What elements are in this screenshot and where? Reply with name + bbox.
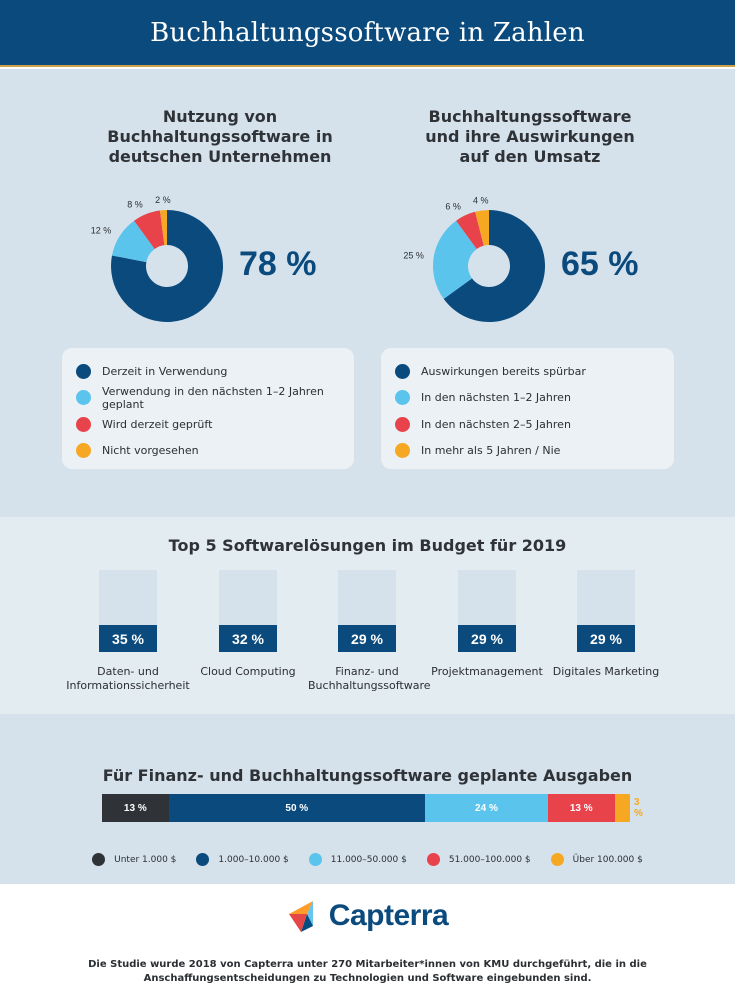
legend-label: Nicht vorgesehen xyxy=(102,444,199,458)
orange-dot-icon xyxy=(76,443,91,459)
usage-legend-item: Nicht vorgesehen xyxy=(62,438,354,465)
spending-segment: 13 % xyxy=(102,794,169,822)
usage-slice-2 xyxy=(134,210,165,250)
budget-box: 29 % xyxy=(577,570,635,652)
budget-label: Projektmanagement xyxy=(431,665,543,678)
budget-item: 32 % Cloud Computing xyxy=(178,570,318,679)
impact-slice-label-1: 25 % xyxy=(403,251,424,261)
usage-chart-title: Nutzung von Buchhaltungssoftware in deut… xyxy=(107,107,333,166)
spending-stacked-bar: 13 % 50 % 24 % 13 % 3 % xyxy=(102,794,643,822)
budget-title: Top 5 Softwarelösungen im Budget für 201… xyxy=(168,536,567,555)
budget-item: 29 % Projektmanagement xyxy=(417,570,557,679)
budget-label: Digitales Marketing xyxy=(552,665,660,678)
orange-dot-icon xyxy=(395,443,410,459)
red-dot-icon xyxy=(76,416,91,432)
budget-item: 29 % Finanz- und Buchhaltungssoftware xyxy=(297,570,437,693)
red-dot-icon xyxy=(395,416,410,432)
usage-slice-label-2: 8 % xyxy=(127,200,143,210)
impact-legend-item: In den nächsten 2–5 Jahren xyxy=(381,411,674,438)
light-blue-dot-icon xyxy=(395,390,410,406)
impact-slice-2 xyxy=(456,211,484,250)
budget-item: 35 % Daten- und Informationssicherheit xyxy=(58,570,198,693)
usage-donut-chart: 12 % 8 % 2 % xyxy=(91,195,223,322)
usage-slice-3 xyxy=(159,210,167,246)
budget-label: Daten- und Informationssicherheit xyxy=(66,665,190,692)
legend-label: In den nächsten 1–2 Jahren xyxy=(421,391,571,405)
impact-slice-3 xyxy=(475,210,489,246)
impact-legend-item: Auswirkungen bereits spürbar xyxy=(381,358,674,385)
budget-value: 32 % xyxy=(219,625,277,652)
usage-slice-1 xyxy=(111,220,155,263)
logo-text: Capterra xyxy=(328,899,449,932)
spending-title: Für Finanz- und Buchhaltungssoftware gep… xyxy=(102,766,633,785)
spending-segment-label: 3 % xyxy=(633,797,643,819)
spending-segment: 13 % xyxy=(547,794,615,822)
impact-chart-title: Buchhaltungssoftware und ihre Auswirkung… xyxy=(425,107,635,166)
impact-slice-label-2: 6 % xyxy=(445,201,461,211)
legend-dot-icon xyxy=(196,853,210,866)
impact-slice-label-3: 4 % xyxy=(473,196,489,206)
spending-legend-item: Über 100.000 $ xyxy=(550,853,643,866)
budget-box: 32 % xyxy=(219,570,277,652)
usage-legend-item: Wird derzeit geprüft xyxy=(62,411,354,438)
legend-label: 11.000–50.000 $ xyxy=(330,854,407,865)
usage-slice-label-1: 12 % xyxy=(91,226,112,236)
budget-value: 29 % xyxy=(338,625,396,652)
spending-legend-item: 1.000–10.000 $ xyxy=(196,853,289,866)
spending-segment: 24 % xyxy=(424,794,548,822)
capterra-logo-icon xyxy=(288,901,313,932)
legend-dot-icon xyxy=(308,853,322,866)
spending-segment: 50 % xyxy=(168,794,425,822)
budget-box: 29 % xyxy=(458,570,516,652)
budget-value: 29 % xyxy=(458,625,516,652)
light-blue-dot-icon xyxy=(76,390,91,406)
budget-label: Finanz- und Buchhaltungssoftware xyxy=(308,665,431,692)
legend-label: In den nächsten 2–5 Jahren xyxy=(421,417,571,431)
budget-item: 29 % Digitales Marketing xyxy=(536,570,676,679)
legend-label: 1.000–10.000 $ xyxy=(218,854,289,865)
page-header: Buchhaltungssoftware in Zahlen xyxy=(0,0,735,67)
study-note: Die Studie wurde 2018 von Capterra unter… xyxy=(88,959,647,984)
budget-box: 29 % xyxy=(338,570,396,652)
footer-section xyxy=(0,884,735,1000)
legend-label: 51.000–100.000 $ xyxy=(448,854,531,865)
usage-slice-0 xyxy=(111,210,223,322)
budget-value: 29 % xyxy=(577,625,635,652)
spending-legend-item: 11.000–50.000 $ xyxy=(308,853,407,866)
usage-legend-item: Derzeit in Verwendung xyxy=(62,358,354,385)
legend-label: Auswirkungen bereits spürbar xyxy=(421,364,586,378)
spending-segment: 3 % xyxy=(614,794,643,822)
impact-slice-1 xyxy=(433,220,477,299)
budget-box: 35 % xyxy=(99,570,157,652)
impact-big-value: 65 % xyxy=(561,245,639,283)
spending-legend-item: Unter 1.000 $ xyxy=(92,853,176,866)
usage-legend: Derzeit in Verwendung Verwendung in den … xyxy=(62,348,354,469)
legend-dot-icon xyxy=(426,853,440,866)
spending-legend: Unter 1.000 $ 1.000–10.000 $ 11.000–50.000… xyxy=(0,853,735,866)
navy-dot-icon xyxy=(395,363,410,379)
legend-dot-icon xyxy=(550,853,564,866)
page-title: Buchhaltungssoftware in Zahlen xyxy=(150,17,585,48)
usage-legend-item: Verwendung in den nächsten 1–2 Jahren ge… xyxy=(62,385,354,412)
impact-legend: Auswirkungen bereits spürbar In den näch… xyxy=(381,348,674,469)
spending-legend-item: 51.000–100.000 $ xyxy=(426,853,531,866)
impact-legend-item: In den nächsten 1–2 Jahren xyxy=(381,385,674,412)
impact-legend-item: In mehr als 5 Jahren / Nie xyxy=(381,438,674,465)
budget-label: Cloud Computing xyxy=(200,665,296,678)
legend-label: In mehr als 5 Jahren / Nie xyxy=(421,444,561,458)
legend-label: Über 100.000 $ xyxy=(572,854,643,865)
legend-label: Verwendung in den nächsten 1–2 Jahren ge… xyxy=(102,384,324,411)
impact-slice-0 xyxy=(443,210,545,322)
usage-slice-label-3: 2 % xyxy=(155,195,171,205)
legend-dot-icon xyxy=(92,853,106,866)
legend-label: Wird derzeit geprüft xyxy=(102,417,213,431)
impact-donut-chart: 25 % 6 % 4 % xyxy=(403,196,545,322)
legend-label: Unter 1.000 $ xyxy=(114,854,177,865)
navy-dot-icon xyxy=(76,363,91,379)
legend-label: Derzeit in Verwendung xyxy=(102,364,228,378)
budget-value: 35 % xyxy=(99,625,157,652)
usage-big-value: 78 % xyxy=(239,245,317,283)
capterra-logo: Capterra xyxy=(0,898,735,934)
